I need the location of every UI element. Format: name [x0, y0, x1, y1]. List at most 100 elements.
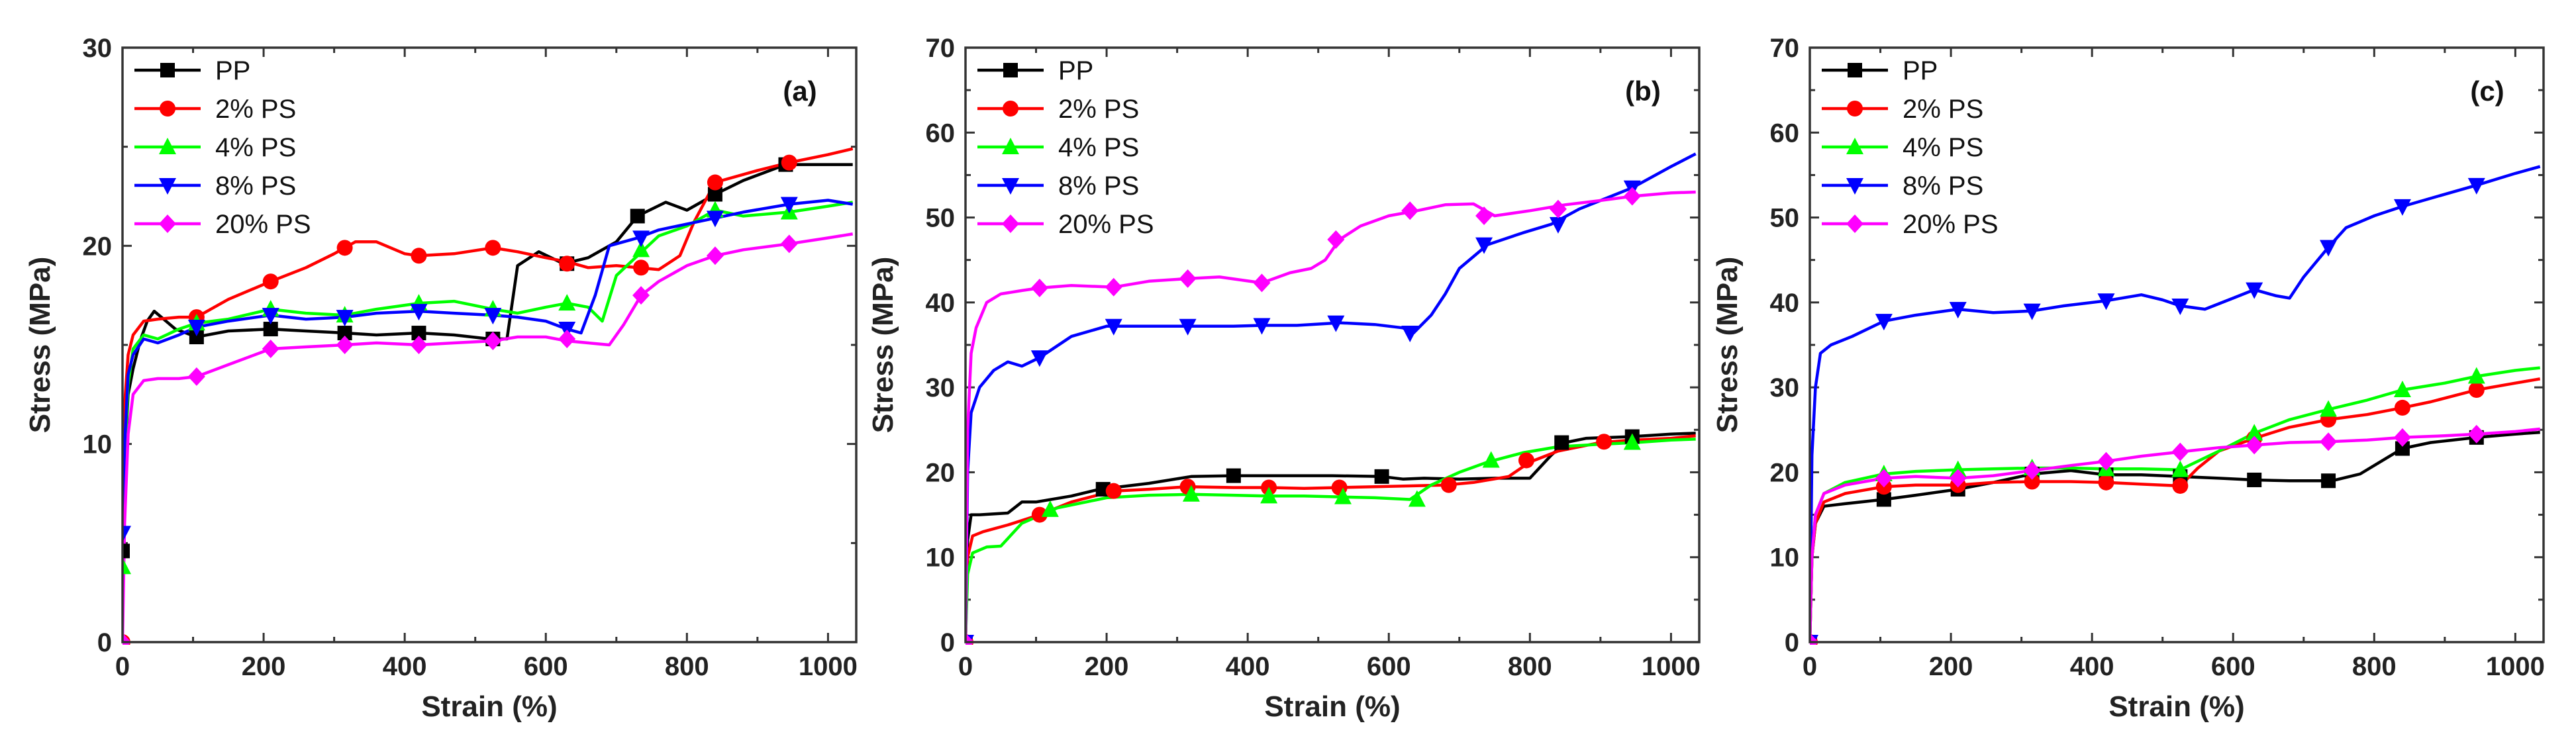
- data-point: [1875, 469, 1893, 488]
- series-line-2-ps: [966, 434, 1696, 643]
- legend-label: 8% PS: [1903, 171, 1983, 201]
- data-point: [187, 320, 205, 337]
- series-line-20-ps: [1810, 427, 2540, 643]
- series-line-8-ps: [1810, 165, 2541, 643]
- data-point: [1475, 237, 1493, 254]
- legend-label: PP: [1058, 56, 1093, 85]
- x-tick-label: 400: [383, 652, 427, 681]
- series-line-4-ps: [966, 438, 1696, 643]
- data-point: [2023, 303, 2041, 320]
- panel-3: 0 200 400 600 800 1000 0 10 20 30 40 50 60 70 Strain (…: [1711, 34, 2545, 723]
- legend-label: 4% PS: [1058, 133, 1139, 162]
- data-point: [1876, 492, 1891, 507]
- data-point: [262, 339, 279, 358]
- data-point: [2171, 460, 2189, 477]
- data-point: [2467, 424, 2485, 444]
- series-line-8-ps: [123, 199, 854, 534]
- x-tick-label: 1000: [799, 652, 858, 681]
- legend-label: 2% PS: [1903, 95, 1983, 124]
- data-point: [706, 246, 724, 265]
- legend-marker: [1002, 178, 1019, 195]
- data-point: [2467, 177, 2485, 195]
- data-point: [1482, 451, 1500, 468]
- y-tick-label: 20: [83, 232, 113, 261]
- data-point: [1549, 199, 1567, 218]
- x-tick-label: 400: [1226, 652, 1270, 681]
- x-axis-title: Strain (%): [1264, 690, 1400, 723]
- data-point: [411, 326, 426, 341]
- legend-label: PP: [1903, 56, 1938, 85]
- x-tick-label: 600: [1367, 652, 1411, 681]
- y-tick-label: 10: [1770, 543, 1800, 573]
- x-axis-title: Strain (%): [421, 690, 557, 723]
- x-tick-label: 0: [115, 652, 130, 681]
- data-point: [189, 330, 204, 345]
- data-point: [1179, 269, 1197, 288]
- legend-marker: [159, 138, 176, 154]
- data-point: [1401, 201, 1419, 220]
- series-line-2-ps: [123, 147, 854, 643]
- data-point: [633, 259, 650, 276]
- legend-label: PP: [215, 56, 250, 85]
- data-point: [336, 310, 354, 327]
- data-point: [1334, 487, 1352, 504]
- y-tick-label: 30: [926, 373, 956, 402]
- data-point: [337, 326, 352, 341]
- data-point: [632, 230, 650, 248]
- data-point: [2393, 428, 2411, 447]
- data-point: [262, 308, 279, 325]
- data-point: [1182, 485, 1200, 502]
- plot-frame: [964, 46, 1701, 643]
- legend-label: 8% PS: [1058, 171, 1139, 201]
- y-tick-label: 60: [926, 118, 956, 148]
- data-point: [2321, 473, 2336, 489]
- y-tick-label: 20: [926, 458, 956, 487]
- data-point: [187, 367, 205, 386]
- y-tick-label: 40: [1770, 289, 1800, 318]
- y-tick-label: 30: [83, 34, 113, 63]
- panel-label: (a): [783, 75, 817, 107]
- y-tick-label: 50: [926, 204, 956, 233]
- legend-marker: [1846, 214, 1863, 233]
- data-point: [2467, 367, 2485, 384]
- legend-marker: [1846, 138, 1863, 154]
- x-tick-label: 800: [2352, 652, 2397, 681]
- data-point: [2246, 424, 2263, 441]
- data-point: [262, 273, 279, 290]
- x-tick-label: 200: [1929, 652, 1973, 681]
- data-point: [2023, 461, 2041, 480]
- series-group: [123, 147, 854, 645]
- legend-marker: [159, 178, 176, 195]
- y-tick-label: 50: [1770, 204, 1800, 233]
- data-point: [632, 240, 650, 258]
- x-axis-title: Strain (%): [2108, 690, 2244, 723]
- plot-frame: [121, 46, 858, 643]
- data-point: [123, 526, 131, 543]
- data-point: [1949, 302, 1967, 319]
- y-tick-label: 70: [1770, 34, 1800, 63]
- data-point: [2393, 380, 2411, 397]
- x-tick-label: 600: [2211, 652, 2255, 681]
- x-tick-label: 0: [1803, 652, 1817, 681]
- y-tick-label: 30: [1770, 373, 1800, 402]
- series-line-pp: [966, 432, 1696, 643]
- legend: PP 2% PS 4% PS 8% PS 20% PS: [134, 56, 311, 239]
- data-point: [781, 154, 797, 171]
- data-point: [2394, 399, 2410, 416]
- y-tick-label: 0: [1785, 628, 1799, 657]
- data-point: [1105, 483, 1122, 499]
- data-point: [1401, 326, 1419, 343]
- y-tick-label: 0: [97, 628, 112, 657]
- y-tick-label: 40: [926, 289, 956, 318]
- panel-2: 0 200 400 600 800 1000 0 10 20 30 40 50 60 70 Strain (…: [867, 34, 1701, 723]
- data-point: [2246, 282, 2263, 299]
- data-point: [2024, 473, 2040, 490]
- data-point: [2246, 436, 2263, 455]
- data-point: [484, 308, 502, 325]
- x-tick-label: 800: [1508, 652, 1552, 681]
- data-point: [559, 256, 575, 272]
- panel-label: (c): [2470, 75, 2504, 107]
- data-point: [1949, 469, 1967, 488]
- data-point: [123, 557, 131, 575]
